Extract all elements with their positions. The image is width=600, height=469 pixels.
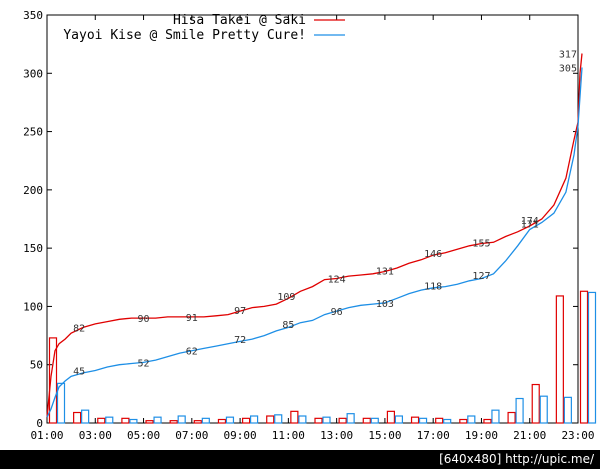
hourly-bar-red bbox=[290, 410, 299, 424]
x-tick-label: 13:00 bbox=[320, 429, 353, 442]
data-label: 127 bbox=[472, 271, 490, 282]
hourly-bar-blue bbox=[129, 418, 138, 424]
hourly-bar-blue bbox=[201, 417, 210, 424]
hourly-bar-blue bbox=[225, 416, 235, 424]
hourly-bar-red bbox=[48, 337, 58, 424]
y-tick-label: 50 bbox=[30, 359, 43, 372]
x-tick-label: 07:00 bbox=[175, 429, 208, 442]
hourly-bar-red bbox=[121, 417, 130, 424]
data-label: 174 bbox=[521, 216, 539, 227]
hourly-bar-red bbox=[579, 290, 589, 424]
hourly-bar-blue bbox=[249, 415, 259, 424]
x-tick-label: 17:00 bbox=[417, 429, 450, 442]
series-line-red bbox=[46, 53, 583, 418]
hourly-bar-red bbox=[362, 417, 371, 424]
data-label: 305 bbox=[559, 63, 577, 74]
hourly-bar-red bbox=[217, 418, 227, 424]
y-tick-label: 350 bbox=[23, 9, 43, 22]
hourly-bar-blue bbox=[177, 415, 186, 424]
hourly-bar-red bbox=[266, 415, 275, 424]
y-tick-label: 250 bbox=[23, 126, 43, 139]
x-tick-label: 09:00 bbox=[224, 429, 257, 442]
y-tick-label: 300 bbox=[23, 67, 43, 80]
x-tick-label: 11:00 bbox=[272, 429, 305, 442]
hourly-bar-red bbox=[555, 295, 564, 424]
x-tick-label: 21:00 bbox=[513, 429, 546, 442]
data-label: 91 bbox=[186, 313, 198, 324]
y-tick-label: 0 bbox=[36, 417, 43, 430]
axes-frame bbox=[46, 14, 579, 424]
hourly-bar-blue bbox=[153, 416, 162, 424]
data-label: 146 bbox=[424, 249, 442, 260]
hourly-bar-blue bbox=[298, 415, 307, 424]
hourly-bar-blue bbox=[443, 418, 452, 424]
x-tick-label: 15:00 bbox=[368, 429, 401, 442]
series-line-blue bbox=[46, 67, 583, 418]
hourly-bar-blue bbox=[105, 416, 114, 424]
hourly-bar-red bbox=[193, 420, 202, 424]
hourly-bar-blue bbox=[56, 382, 66, 424]
data-label: 124 bbox=[328, 274, 346, 285]
hourly-bar-blue bbox=[515, 397, 524, 424]
hourly-bar-blue bbox=[394, 415, 404, 424]
hourly-bar-red bbox=[507, 411, 516, 424]
hourly-bar-red bbox=[73, 411, 82, 424]
data-label: 82 bbox=[73, 323, 85, 334]
hourly-bar-red bbox=[314, 417, 323, 424]
hourly-bar-red bbox=[169, 420, 178, 424]
data-label: 62 bbox=[186, 347, 198, 358]
hourly-bar-blue bbox=[587, 291, 597, 424]
hourly-bar-blue bbox=[491, 409, 500, 424]
data-label: 97 bbox=[234, 306, 246, 317]
footer-text: [640x480] http://upic.me/ bbox=[439, 452, 594, 466]
data-label: 45 bbox=[73, 367, 85, 378]
hourly-bar-blue bbox=[346, 413, 355, 424]
y-tick-label: 200 bbox=[23, 184, 43, 197]
x-tick-label: 03:00 bbox=[79, 429, 112, 442]
hourly-bar-red bbox=[410, 416, 420, 424]
hourly-bar-blue bbox=[322, 416, 331, 424]
hourly-bar-blue bbox=[370, 417, 379, 424]
hourly-bar-blue bbox=[467, 415, 476, 424]
hourly-bar-blue bbox=[81, 409, 90, 424]
hourly-bar-red bbox=[145, 420, 154, 424]
hourly-bar-red bbox=[459, 418, 468, 424]
data-label: 103 bbox=[376, 299, 394, 310]
chart: 0 50 100 150 200 250 300 350 01:00 03:00 05:00 07:0… bbox=[23, 9, 597, 442]
hourly-bar-red bbox=[241, 417, 251, 424]
plot-area: 0 50 100 150 200 250 300 350 01:00 03:00 05:00 07:0… bbox=[0, 0, 600, 450]
hourly-bar-red bbox=[483, 418, 492, 424]
data-label: 90 bbox=[138, 314, 150, 325]
data-label: 118 bbox=[424, 281, 442, 292]
hourly-bar-red bbox=[435, 417, 444, 424]
hourly-bar-red bbox=[531, 383, 540, 424]
hourly-bar-red bbox=[338, 417, 347, 424]
x-tick-label: 01:00 bbox=[30, 429, 63, 442]
data-label: 85 bbox=[282, 320, 294, 331]
hourly-bar-blue bbox=[539, 395, 548, 424]
footer-bar: [640x480] http://upic.me/ bbox=[0, 450, 600, 469]
legend-label: Hisa Takei @ Saki bbox=[173, 13, 306, 28]
x-tick-label: 23:00 bbox=[561, 429, 594, 442]
hourly-bar-blue bbox=[418, 417, 428, 424]
hourly-bar-blue bbox=[274, 414, 283, 424]
y-tick-label: 150 bbox=[23, 242, 43, 255]
hourly-bar-blue bbox=[563, 396, 572, 424]
data-label: 109 bbox=[277, 292, 295, 303]
x-tick-label: 19:00 bbox=[465, 429, 498, 442]
y-tick-label: 100 bbox=[23, 300, 43, 313]
data-label: 171 bbox=[521, 220, 539, 231]
data-label: 96 bbox=[331, 307, 343, 318]
data-label: 317 bbox=[559, 49, 577, 60]
data-label: 131 bbox=[376, 266, 394, 277]
x-tick-label: 05:00 bbox=[127, 429, 160, 442]
data-label: 72 bbox=[234, 335, 246, 346]
legend-label: Yayoi Kise @ Smile Pretty Cure! bbox=[63, 28, 306, 43]
hourly-bar-red bbox=[386, 410, 396, 424]
data-label: 52 bbox=[138, 358, 150, 369]
hourly-bar-red bbox=[97, 417, 106, 424]
data-label: 155 bbox=[472, 238, 490, 249]
